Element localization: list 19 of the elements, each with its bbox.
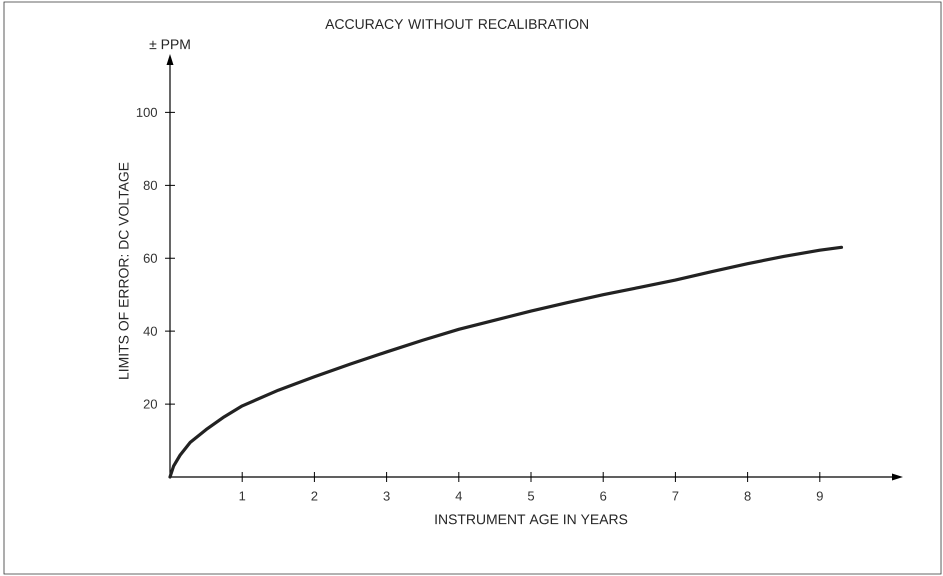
y-tick-label: 100 (136, 108, 158, 117)
y-tick-label: 40 (143, 326, 158, 336)
x-tick-label: 3 (384, 491, 390, 501)
y-axis-title: LIMITS OF ERROR: DC VOLTAGE (118, 162, 129, 379)
y-tick-label: 60 (144, 254, 158, 263)
chart-title: ACCURACY WITHOUT RECALIBRATION (325, 19, 588, 29)
x-tick-label: 7 (672, 491, 678, 500)
x-tick-label: 5 (528, 491, 534, 501)
y-tick-label: 80 (144, 180, 158, 190)
x-tick-label: 9 (816, 491, 823, 501)
y-tick-label: 20 (144, 399, 158, 409)
line-series (168, 246, 844, 479)
x-tick-label: 2 (311, 491, 318, 501)
x-tick-label: 8 (744, 491, 751, 501)
x-tick-label: 1 (240, 491, 246, 500)
text: ± PPM (150, 40, 190, 50)
x-tick-label: 6 (600, 491, 606, 501)
x-tick-label: 4 (456, 491, 462, 500)
x-axis-title: INSTRUMENT AGE IN YEARS (435, 514, 628, 524)
